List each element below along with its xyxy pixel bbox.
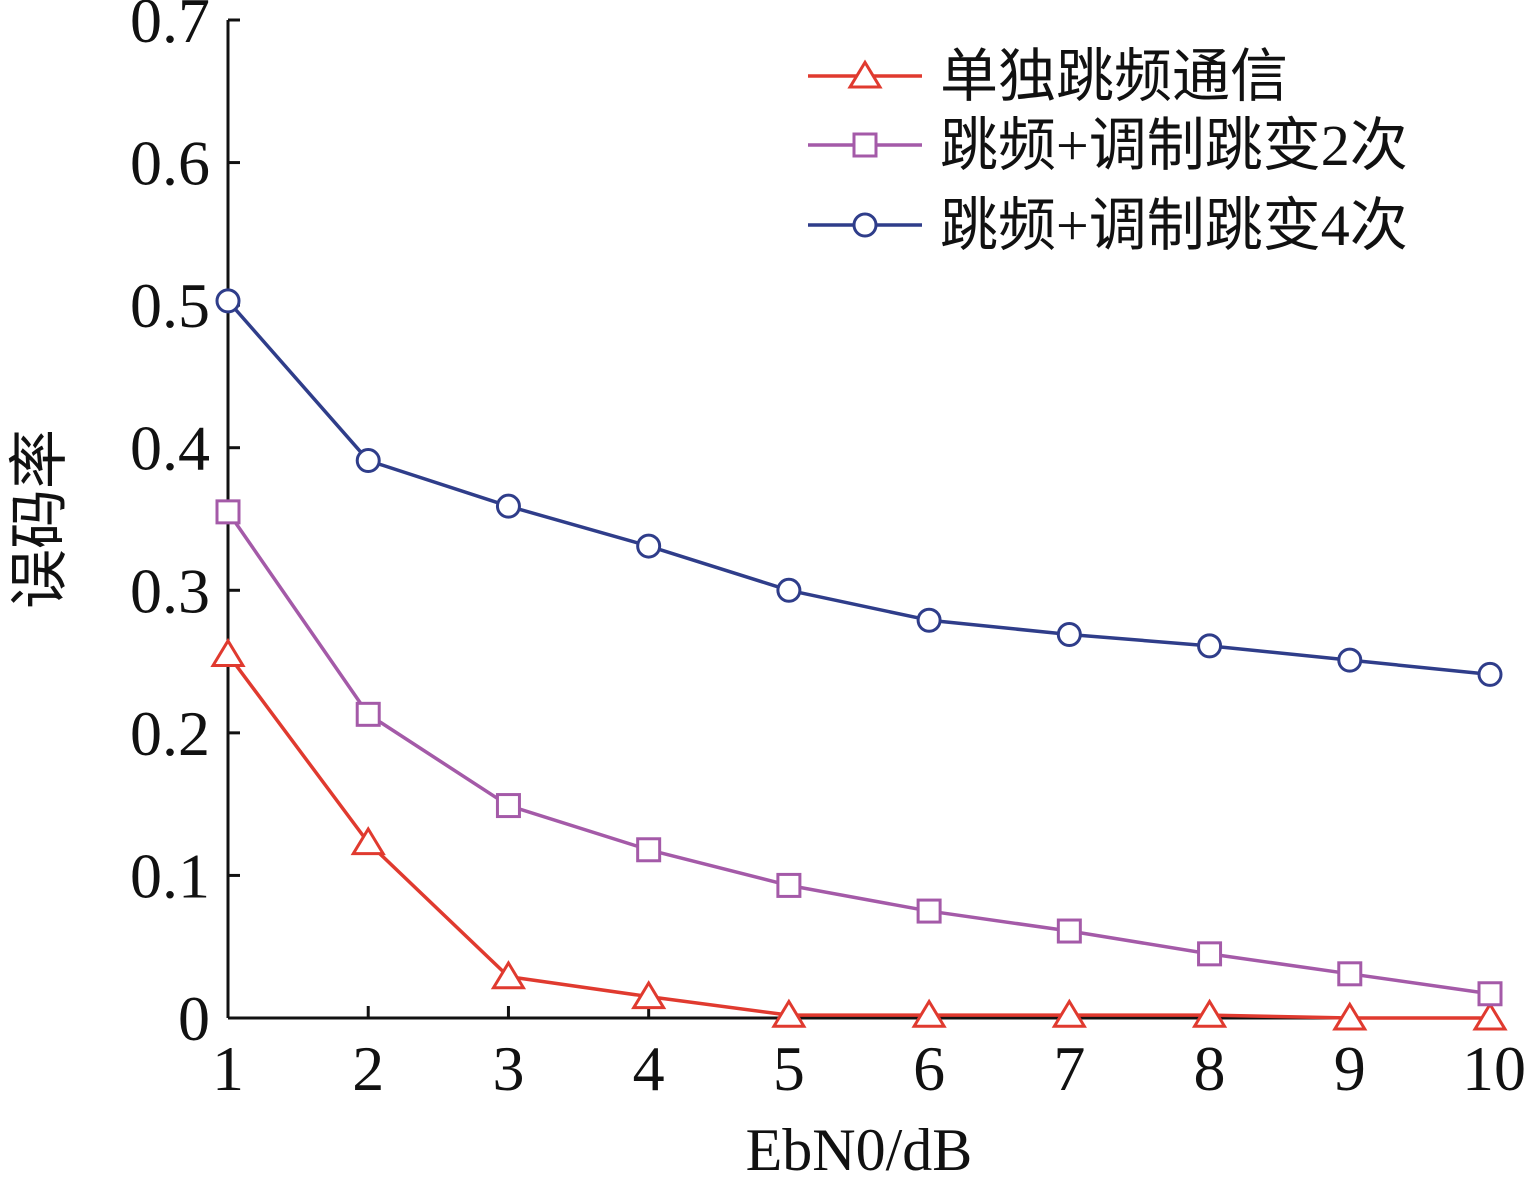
y-ticks: 0 0.1 0.2 0.3 0.4 0.5 0.6 0.7 — [130, 0, 240, 1054]
x-tick-label: 4 — [633, 1033, 665, 1104]
series-1 — [210, 637, 1508, 1031]
data-point — [210, 637, 246, 667]
legend-marker — [847, 59, 883, 89]
data-point — [350, 826, 386, 856]
data-point — [776, 872, 802, 898]
series-3 — [215, 288, 1503, 687]
legend-marker — [852, 132, 878, 158]
y-tick-label: 0.1 — [130, 840, 210, 911]
data-point — [916, 898, 942, 924]
x-tick-label: 7 — [1053, 1033, 1085, 1104]
series-layer — [210, 288, 1508, 1031]
data-point — [355, 701, 381, 727]
legend-item: 跳频+调制跳变2次 — [808, 113, 1408, 178]
legend-marker — [852, 212, 878, 238]
data-point — [1056, 918, 1082, 944]
data-point — [776, 577, 802, 603]
y-tick-label: 0.4 — [130, 413, 210, 484]
data-point — [1477, 661, 1503, 687]
data-point — [1051, 998, 1087, 1028]
data-point — [911, 998, 947, 1028]
y-axis-title: 误码率 — [7, 429, 73, 609]
data-point — [215, 288, 241, 314]
data-point — [916, 607, 942, 633]
x-ticks: 1 2 3 4 5 6 7 8 9 10 — [212, 1006, 1526, 1104]
x-tick-label: 6 — [913, 1033, 945, 1104]
data-point — [1332, 1001, 1368, 1031]
series-line — [226, 653, 1490, 1020]
data-point — [771, 998, 807, 1028]
data-point — [1337, 961, 1363, 987]
series-2 — [215, 499, 1503, 1007]
y-tick-label: 0.3 — [130, 555, 210, 626]
y-tick-label: 0 — [178, 983, 210, 1054]
data-point — [495, 493, 521, 519]
y-tick-label: 0.5 — [130, 270, 210, 341]
y-tick-label: 0.2 — [130, 698, 210, 769]
data-point — [490, 960, 527, 990]
data-point — [636, 533, 662, 559]
data-point — [1191, 998, 1228, 1028]
y-tick-label: 0.7 — [130, 0, 210, 56]
x-tick-label: 10 — [1462, 1033, 1526, 1104]
x-tick-label: 5 — [773, 1033, 805, 1104]
data-point — [1197, 941, 1223, 967]
x-tick-label: 3 — [492, 1033, 524, 1104]
data-point — [636, 837, 662, 863]
x-tick-label: 8 — [1194, 1033, 1226, 1104]
legend-label: 跳频+调制跳变2次 — [940, 113, 1408, 178]
series-line — [226, 299, 1491, 677]
x-tick-label: 1 — [212, 1033, 244, 1104]
legend-item: 跳频+调制跳变4次 — [808, 193, 1408, 258]
data-point — [1337, 647, 1363, 673]
data-point — [631, 980, 667, 1010]
data-point — [215, 499, 241, 525]
legend-item: 单独跳频通信 — [808, 44, 1288, 109]
x-tick-label: 2 — [352, 1033, 384, 1104]
data-point — [1197, 633, 1223, 659]
data-point — [1472, 1001, 1508, 1031]
x-axis-title: EbN0/dB — [746, 1117, 973, 1180]
data-point — [1056, 621, 1082, 647]
legend-label: 跳频+调制跳变4次 — [940, 193, 1408, 258]
legend-label: 单独跳频通信 — [940, 44, 1288, 109]
x-tick-label: 9 — [1334, 1033, 1366, 1104]
y-tick-label: 0.6 — [130, 128, 210, 199]
series-line — [226, 510, 1491, 996]
data-point — [1477, 981, 1503, 1007]
data-point — [495, 793, 521, 819]
data-point — [355, 448, 381, 474]
